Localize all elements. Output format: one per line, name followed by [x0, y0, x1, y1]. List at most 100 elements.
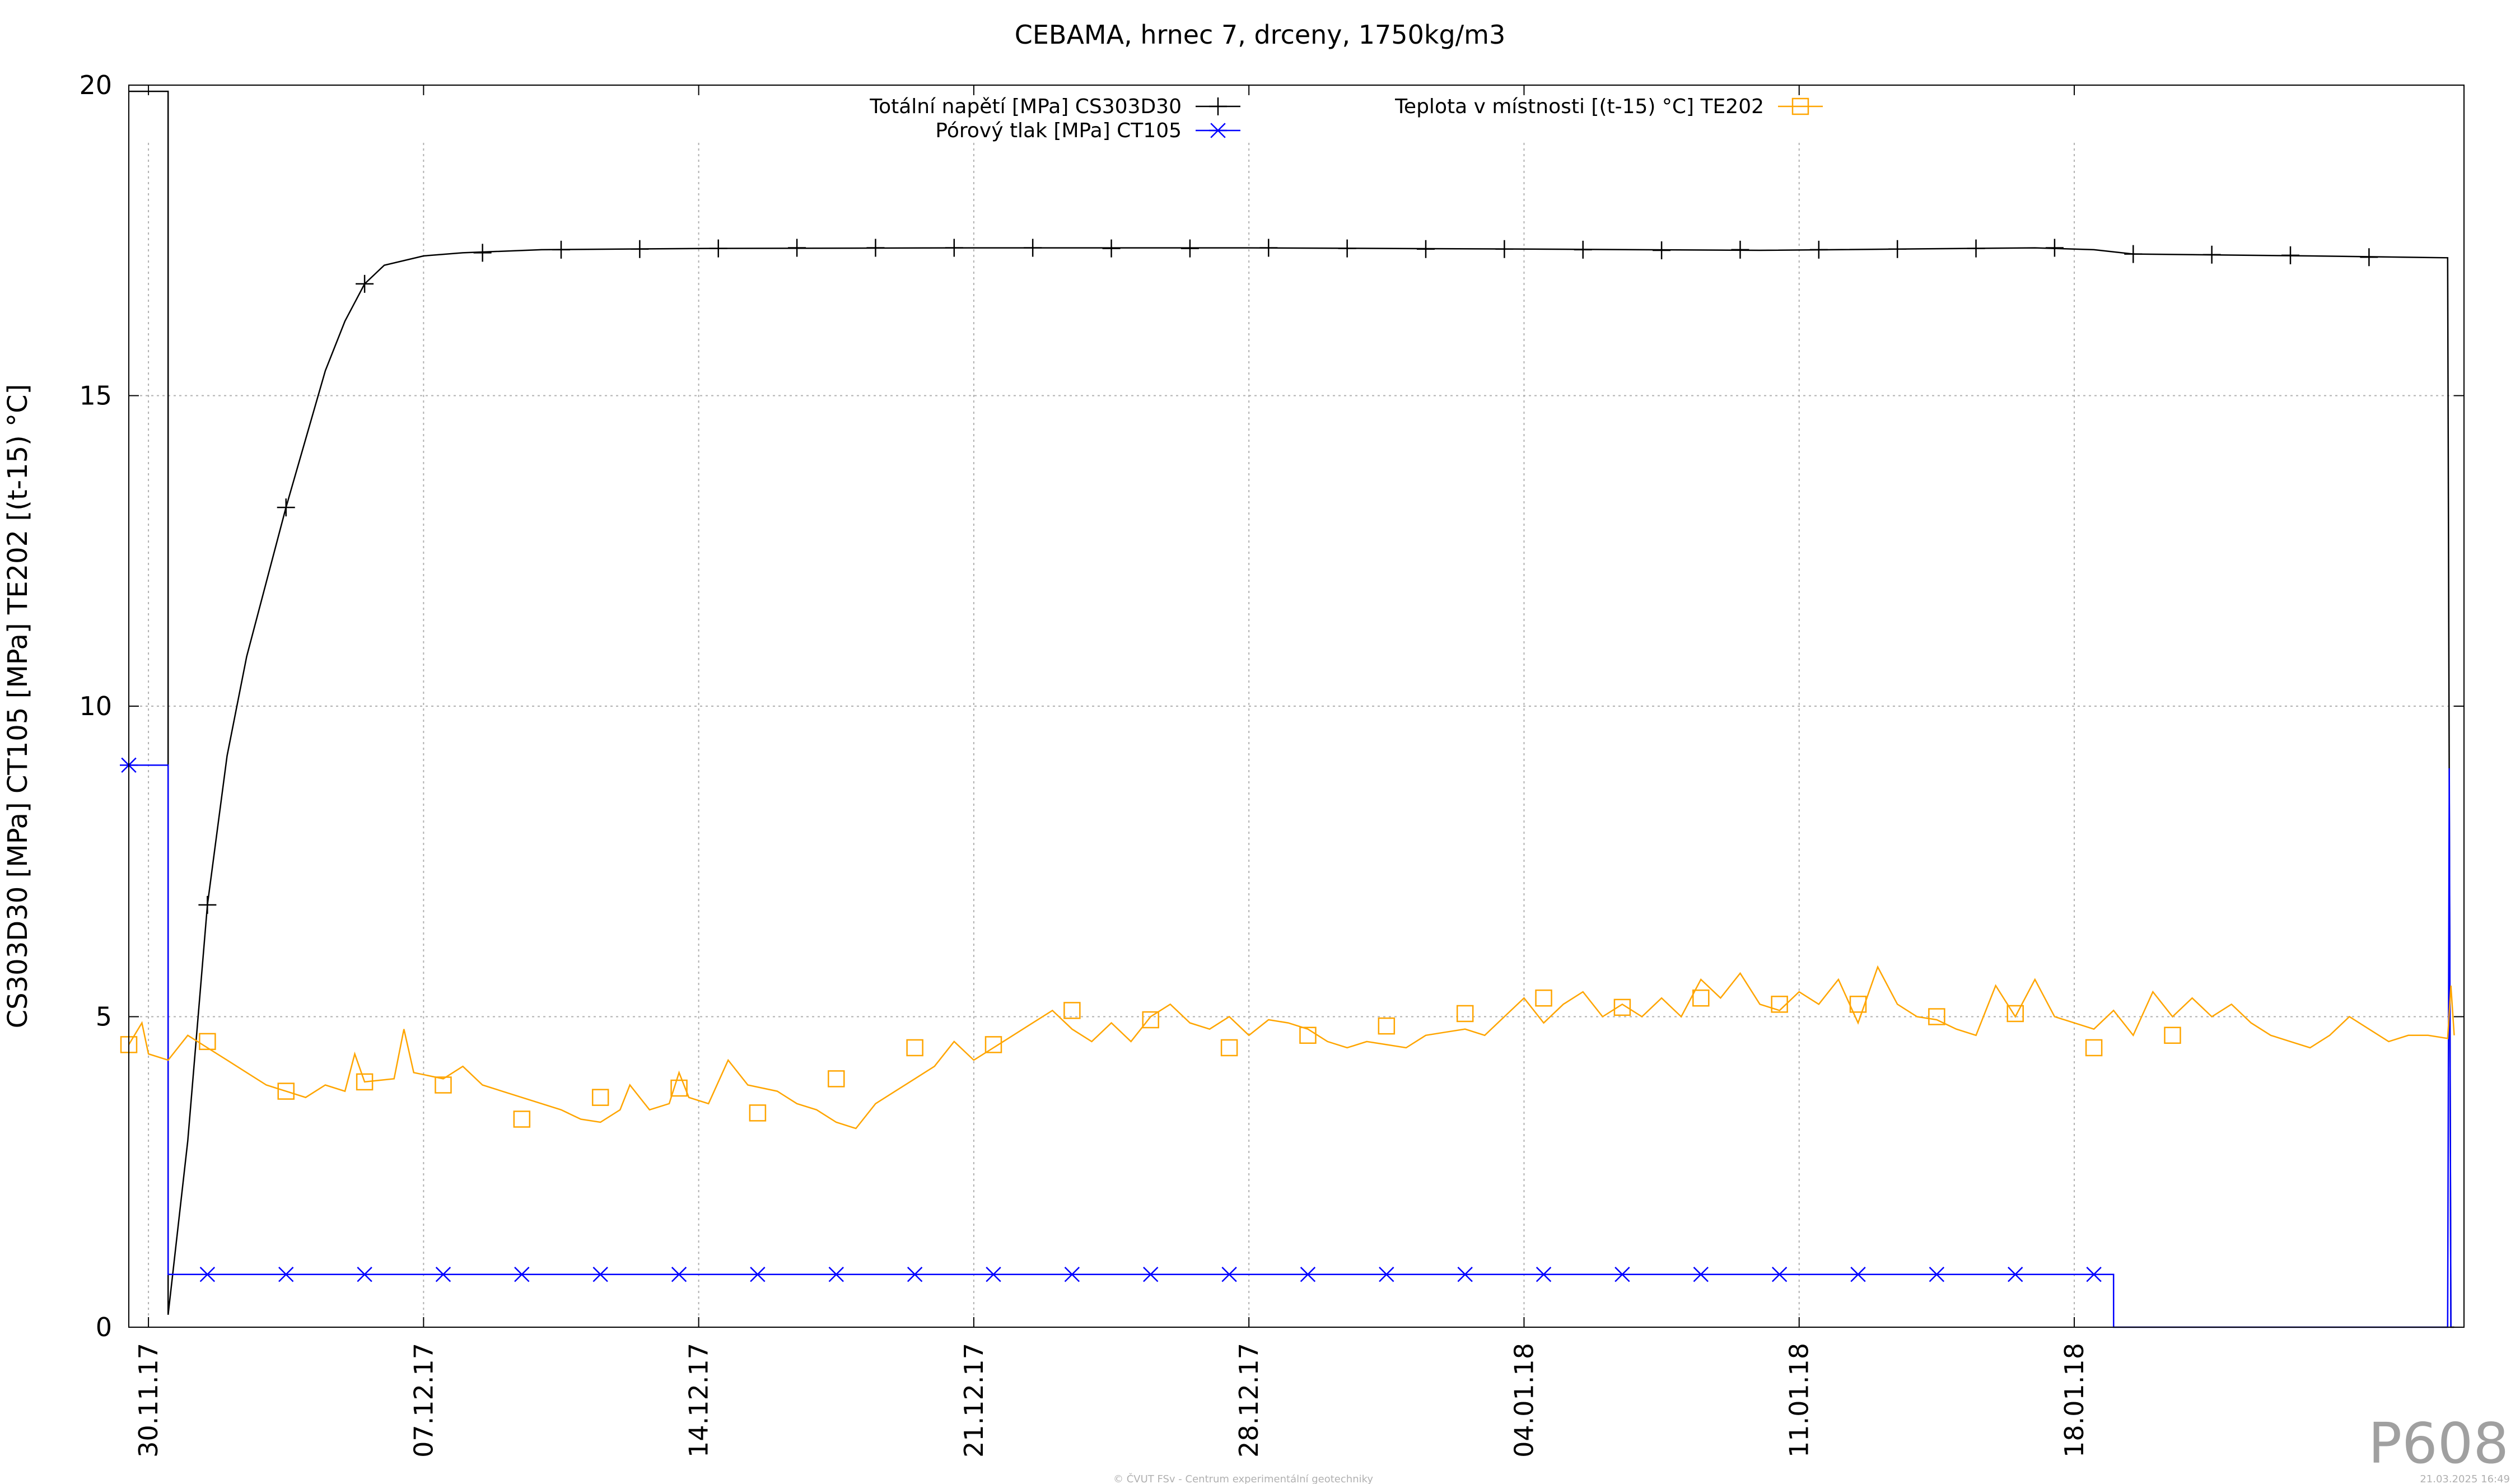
square-marker — [2006, 1005, 2024, 1023]
asterisk-marker — [512, 1267, 531, 1282]
x-tick-label: 07.12.17 — [408, 1343, 438, 1458]
plus-marker — [2124, 245, 2143, 263]
square-marker — [591, 1089, 609, 1106]
plus-marker — [1180, 239, 1199, 258]
asterisk-marker — [1299, 1267, 1317, 1282]
square-marker — [1613, 998, 1631, 1016]
plus-marker — [1259, 239, 1278, 257]
plus-marker — [1209, 97, 1227, 115]
asterisk-marker — [1534, 1267, 1553, 1282]
asterisk-marker — [2085, 1267, 2103, 1282]
square-marker — [1378, 1017, 1396, 1035]
square-marker — [1692, 989, 1710, 1007]
legend-label: Teplota v místnosti [(t-15) °C] TE202 — [1394, 95, 1764, 118]
x-axis-ticks: 30.11.17 07.12.17 14.12.17 21.12.17 28.12.17… — [133, 85, 2089, 1458]
series-markers — [120, 239, 2378, 1282]
x-tick-label: 04.01.18 — [1509, 1343, 1539, 1458]
watermark-label: P608 — [2368, 1411, 2509, 1476]
footer-copyright: © ČVUT FSv - Centrum experimentální geot… — [1113, 1473, 1373, 1484]
plus-marker — [945, 239, 963, 257]
series-line-1 — [129, 90, 2454, 1328]
y-axis-ticks: 0 5 10 15 20 — [79, 70, 2464, 1342]
plus-marker — [1574, 240, 1592, 259]
x-tick-label: 14.12.17 — [684, 1343, 714, 1458]
plus-marker — [866, 239, 885, 257]
asterisk-marker — [1613, 1267, 1631, 1282]
asterisk-marker — [827, 1267, 846, 1282]
asterisk-marker — [591, 1267, 610, 1282]
series-lines — [128, 90, 2455, 1328]
footer-timestamp: 21.03.2025 16:49 — [2420, 1473, 2510, 1484]
asterisk-marker — [198, 1267, 217, 1282]
square-marker — [356, 1073, 374, 1091]
y-axis-label: CS303D30 [MPa] CT105 [MPa] TE202 [(t-15)… — [2, 384, 34, 1029]
plus-marker — [473, 244, 492, 262]
series-line-2 — [129, 764, 2452, 1328]
asterisk-marker — [1456, 1267, 1474, 1282]
plus-marker — [198, 895, 217, 914]
plus-marker — [1024, 239, 1042, 257]
plus-marker — [631, 240, 649, 258]
square-marker — [199, 1033, 216, 1051]
plus-marker — [1731, 240, 1749, 259]
plus-marker — [709, 239, 727, 258]
square-marker — [1849, 996, 1867, 1013]
asterisk-marker — [748, 1267, 767, 1282]
plot-frame — [128, 85, 2465, 1328]
y-tick-label: 20 — [79, 70, 112, 100]
square-marker — [670, 1079, 688, 1097]
y-tick-label: 0 — [96, 1312, 112, 1342]
square-marker — [1928, 1008, 1945, 1025]
square-marker — [1142, 1011, 1159, 1029]
chart-title: CEBAMA, hrnec 7, drceny, 1750kg/m3 — [1015, 20, 1506, 50]
asterisk-marker — [984, 1267, 1003, 1282]
asterisk-marker — [1770, 1267, 1789, 1282]
square-marker — [1535, 989, 1552, 1007]
plus-marker — [1102, 239, 1121, 258]
y-tick-label: 10 — [79, 691, 112, 721]
plus-marker — [2045, 239, 2064, 257]
asterisk-marker — [670, 1267, 688, 1282]
square-marker — [435, 1076, 452, 1094]
square-marker — [1456, 1005, 1474, 1023]
plus-marker — [1888, 240, 1907, 258]
square-marker — [749, 1104, 767, 1122]
plus-marker — [1495, 240, 1514, 258]
plus-marker — [277, 498, 295, 517]
asterisk-marker — [2006, 1267, 2024, 1282]
asterisk-marker — [356, 1267, 374, 1282]
square-marker — [984, 1036, 1002, 1053]
square-marker — [1299, 1026, 1317, 1044]
asterisk-marker — [1141, 1267, 1160, 1282]
square-marker — [2085, 1039, 2103, 1057]
plus-marker — [552, 240, 571, 259]
y-tick-label: 15 — [79, 381, 112, 411]
plus-marker — [356, 274, 374, 293]
asterisk-marker — [1692, 1267, 1710, 1282]
square-marker — [1791, 97, 1809, 115]
asterisk-marker — [1209, 123, 1227, 138]
asterisk-marker — [1377, 1267, 1396, 1282]
asterisk-marker — [1220, 1267, 1239, 1282]
x-tick-label: 21.12.17 — [959, 1343, 989, 1458]
x-tick-label: 18.01.18 — [2059, 1343, 2089, 1458]
x-tick-label: 11.01.18 — [1784, 1343, 1814, 1458]
legend-label: Pórový tlak [MPa] CT105 — [935, 119, 1182, 142]
plus-marker — [1653, 241, 1671, 259]
x-tick-label: 30.11.17 — [133, 1343, 164, 1458]
square-marker — [1771, 996, 1788, 1013]
series-line-3 — [128, 965, 2455, 1130]
square-marker — [828, 1070, 845, 1088]
plus-marker — [2360, 248, 2378, 267]
plus-marker — [1338, 239, 1356, 258]
plus-marker — [1809, 240, 1828, 259]
asterisk-marker — [1928, 1267, 1946, 1282]
plus-marker — [2281, 246, 2300, 264]
square-marker — [1063, 1002, 1081, 1019]
square-marker — [513, 1110, 531, 1128]
x-tick-label: 28.12.17 — [1234, 1343, 1264, 1458]
square-marker — [1220, 1039, 1238, 1057]
square-marker — [906, 1039, 923, 1057]
